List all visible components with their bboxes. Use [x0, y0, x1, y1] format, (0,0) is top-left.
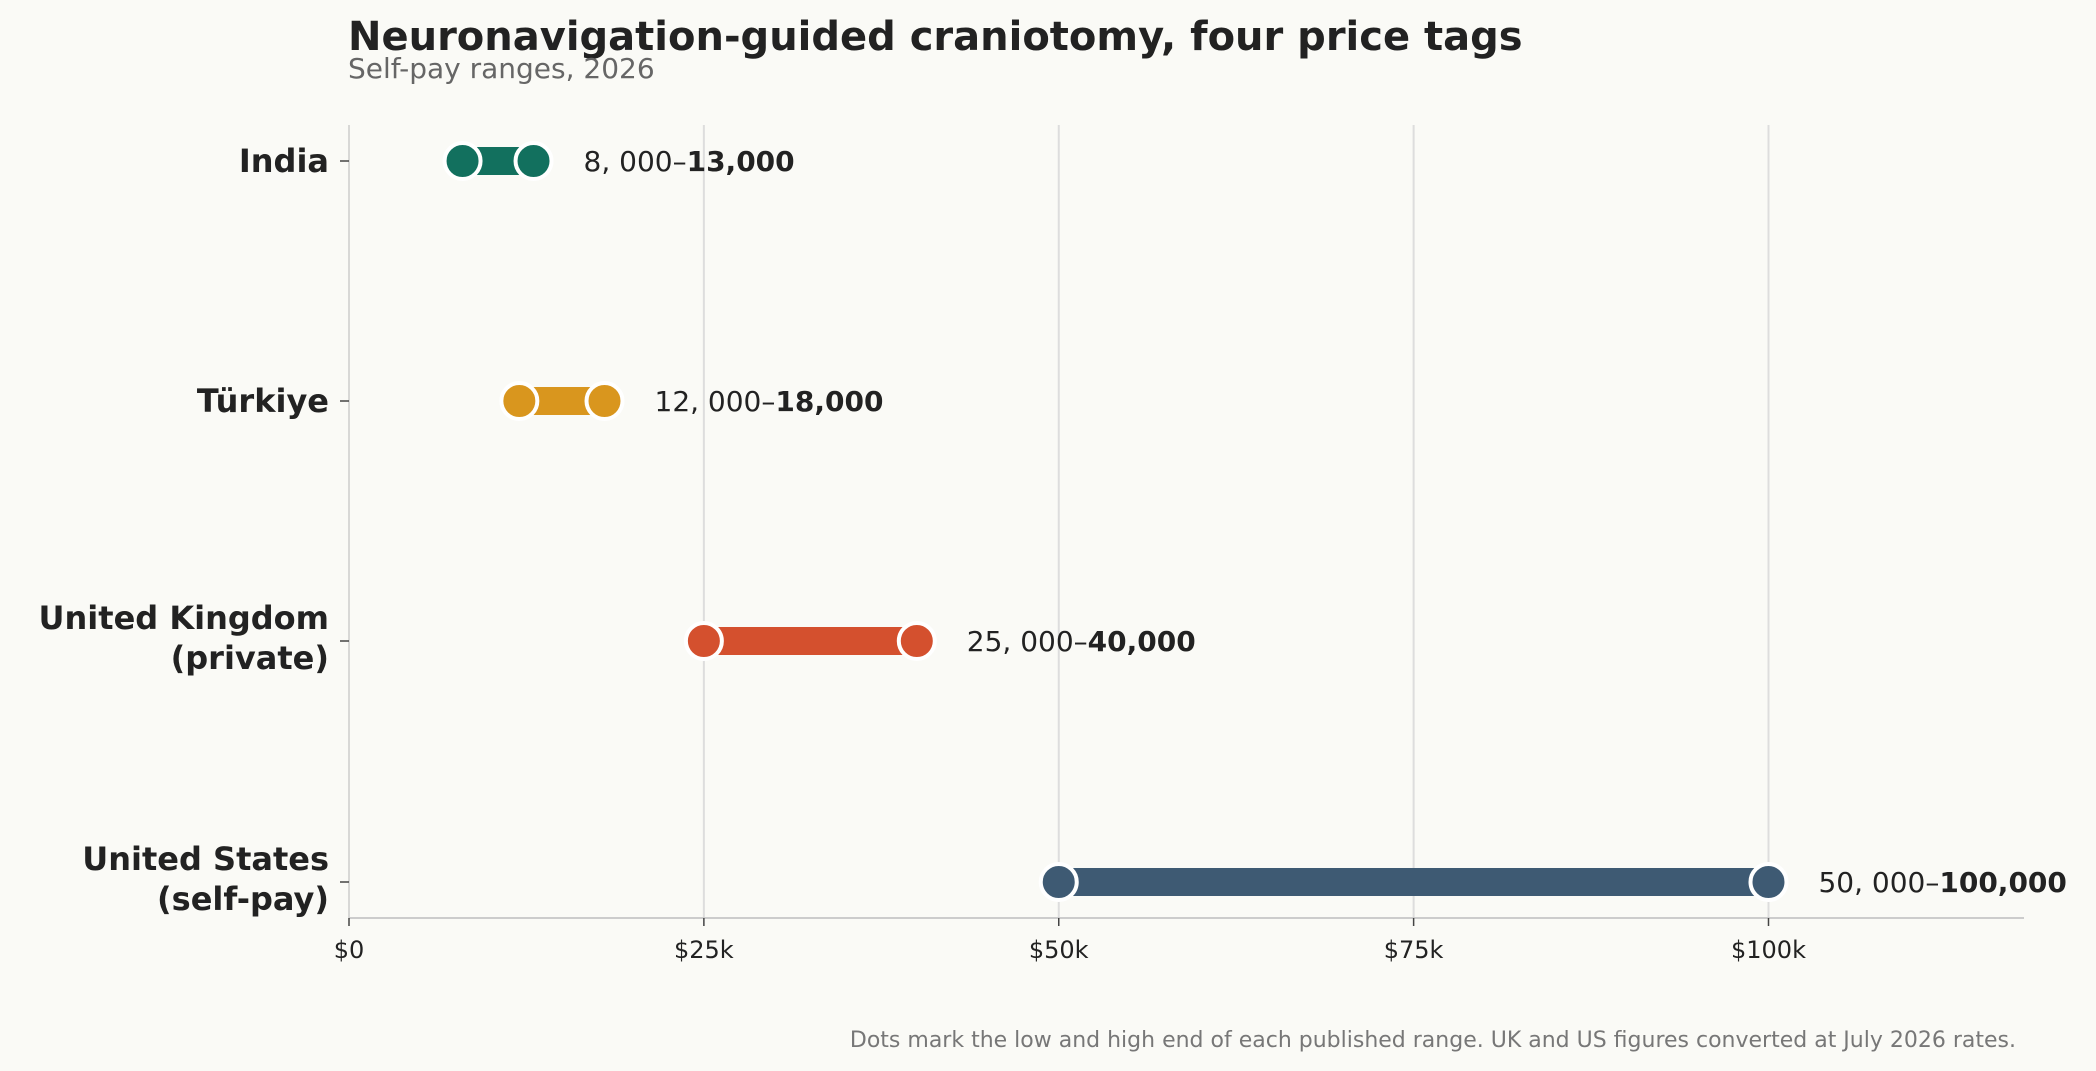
chart-subtitle: Self-pay ranges, 2026	[348, 52, 655, 85]
x-tick-label: $50k	[1029, 936, 1089, 964]
category-label: Türkiye	[197, 382, 329, 420]
category-row: India 8, 000–13,000	[239, 141, 795, 181]
grid	[702, 125, 1770, 918]
series: India 8, 000–13,000 Türkiye 12, 000–18,000 U…	[39, 141, 2067, 918]
footnote: Dots mark the low and high end of each p…	[850, 1028, 2016, 1053]
x-tick-label: $25k	[674, 936, 734, 964]
range-low-text: 50, 000–	[1818, 866, 1939, 899]
high-dot	[513, 141, 554, 181]
range-label: 8, 000–13,000	[584, 145, 795, 178]
category-label: India	[239, 142, 329, 180]
category-row: United Kingdom (private) 25, 000–40,000	[39, 599, 1196, 677]
x-tick-label: $0	[334, 936, 365, 964]
low-dot	[442, 141, 483, 181]
high-dot	[1748, 862, 1789, 902]
low-dot	[683, 621, 724, 661]
range-high-text: 40,000	[1088, 625, 1196, 658]
range-low-text: 25, 000–	[967, 625, 1088, 658]
x-tick-label: $75k	[1384, 936, 1444, 964]
low-dot	[499, 381, 540, 421]
range-low-text: 12, 000–	[655, 385, 776, 418]
category-label: United States (self-pay)	[82, 840, 329, 918]
chart-title: Neuronavigation-guided craniotomy, four …	[348, 14, 1523, 60]
x-tick-label: $100k	[1731, 936, 1806, 964]
range-high-text: 13,000	[687, 145, 795, 178]
low-dot	[1038, 862, 1079, 902]
range-label: 50, 000–100,000	[1818, 866, 2066, 899]
high-dot	[584, 381, 625, 421]
x-axis: $0 $25k $50k $75k $100k	[334, 918, 1806, 964]
category-row: United States (self-pay) 50, 000–100,000	[82, 840, 2067, 918]
high-dot	[896, 621, 937, 661]
range-label: 25, 000–40,000	[967, 625, 1196, 658]
category-label: United Kingdom (private)	[39, 599, 329, 677]
range-high-text: 100,000	[1939, 866, 2067, 899]
category-row: Türkiye 12, 000–18,000	[197, 381, 884, 421]
range-label: 12, 000–18,000	[655, 385, 884, 418]
range-low-text: 8, 000–	[584, 145, 687, 178]
range-high-text: 18,000	[775, 385, 883, 418]
